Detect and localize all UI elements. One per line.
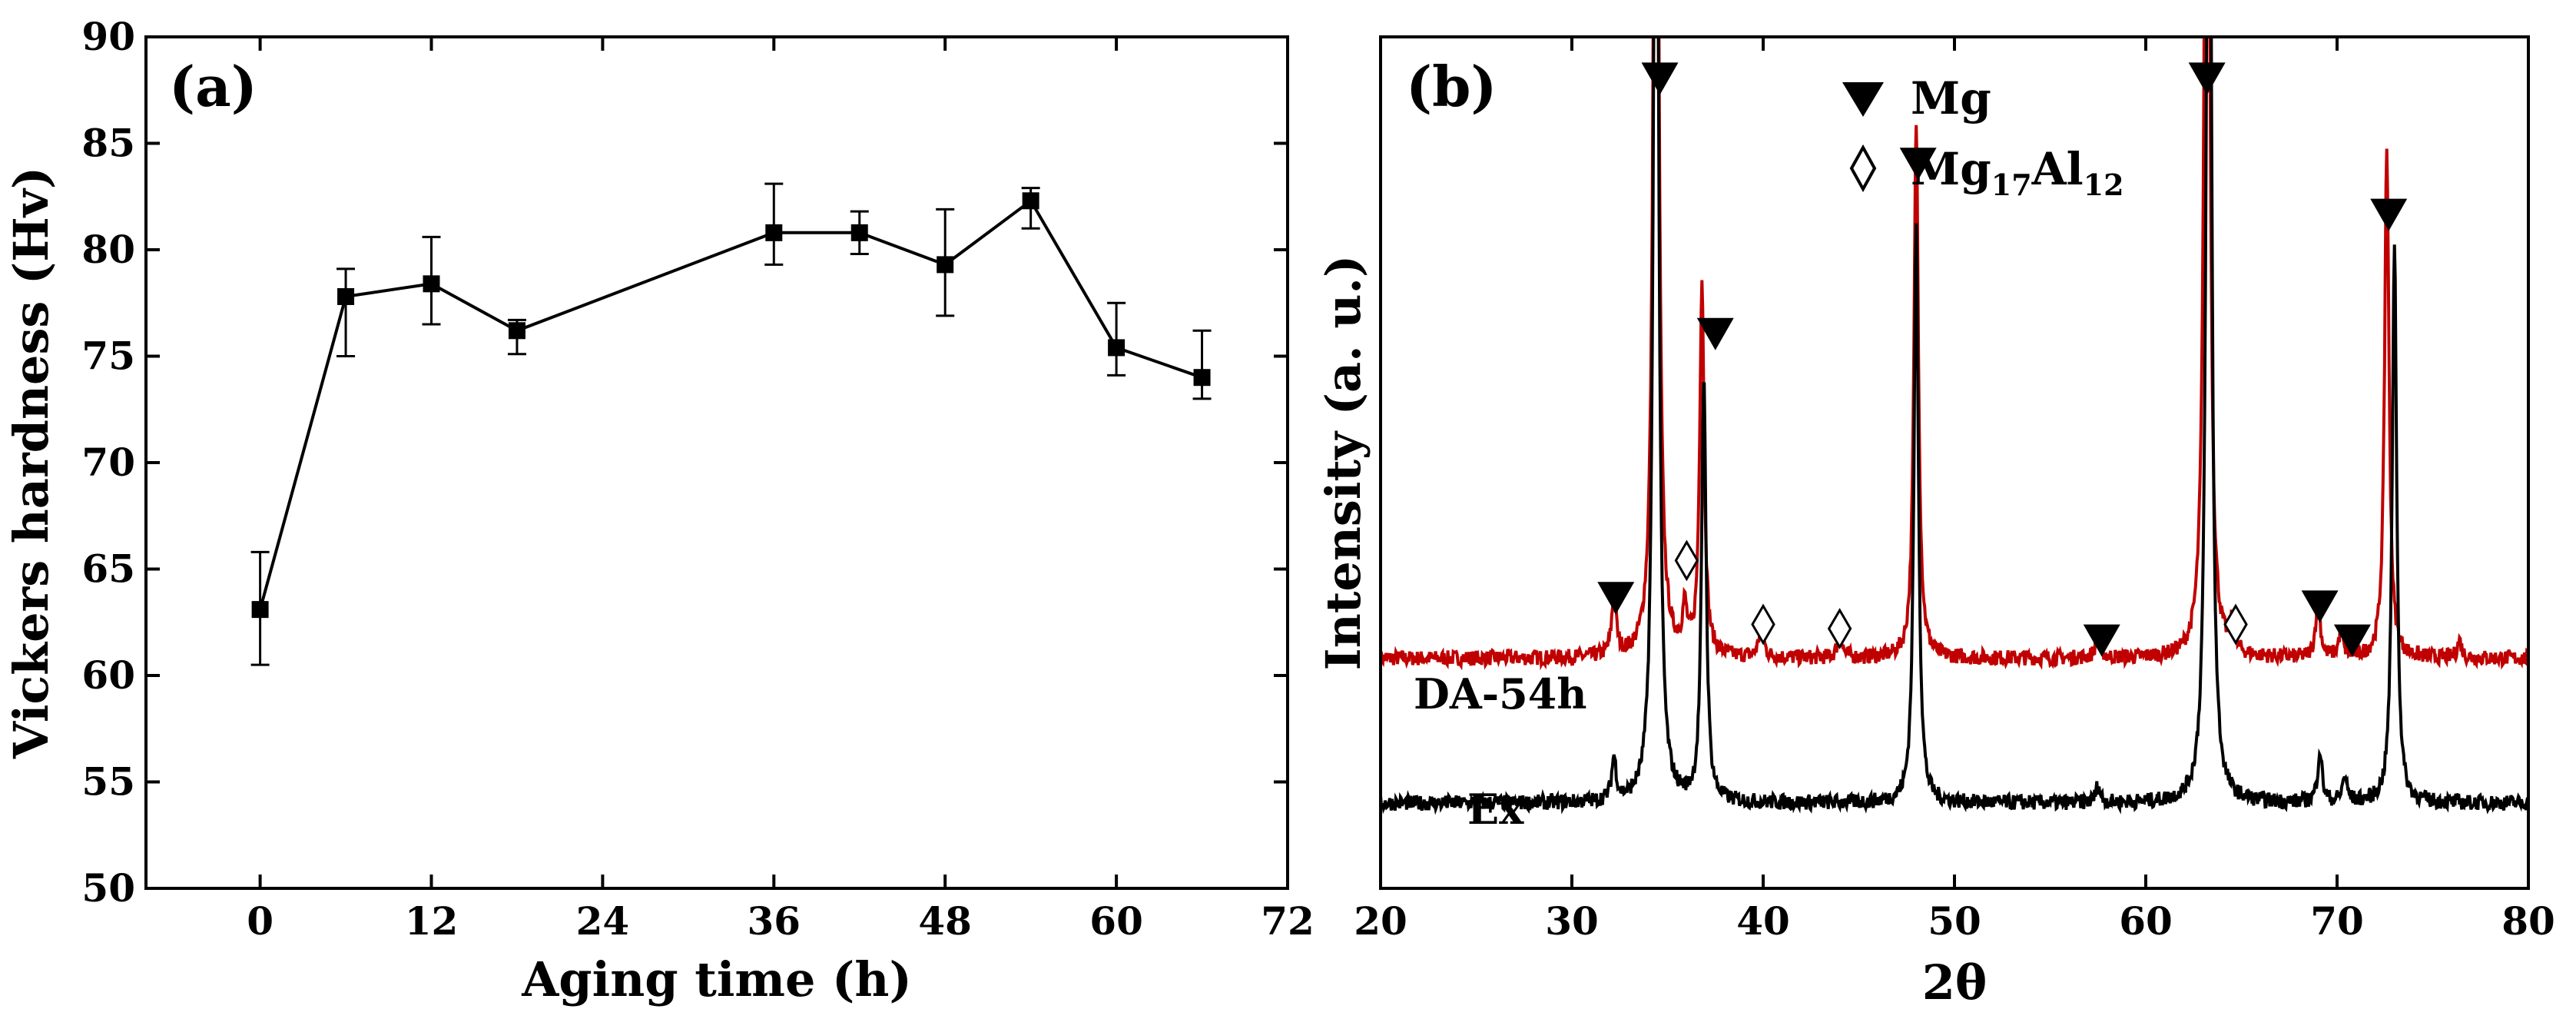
panel-a-y-axis-title: Vickers hardness (Hv): [3, 167, 59, 759]
y-tick-label: 65: [81, 546, 135, 592]
data-point: [1108, 339, 1126, 357]
x-tick-label: 36: [748, 898, 801, 944]
data-point: [765, 224, 783, 241]
x-tick-label: 40: [1736, 898, 1790, 944]
panel-b-x-ticks: 20 30 40 50 60 70 80: [1354, 37, 2555, 944]
y-tick-label: 55: [81, 759, 135, 805]
data-point: [251, 601, 269, 619]
legend-mg17al12-label-part1: Mg: [1911, 143, 1991, 195]
mg-peak-marker: [1597, 582, 1635, 615]
data-point: [508, 322, 525, 340]
panel-b-legend: Mg Mg17Al12: [1842, 72, 2124, 202]
x-tick-label: 72: [1261, 898, 1315, 944]
x-tick-label: 70: [2310, 898, 2364, 944]
x-tick-label: 20: [1354, 898, 1407, 944]
legend-entry-mg17al12: Mg17Al12: [1849, 143, 2124, 202]
legend-entry-mg: Mg: [1842, 72, 1991, 124]
x-tick-label: 24: [576, 898, 630, 944]
panel-a-label: (a): [169, 54, 257, 119]
x-tick-label: 60: [2119, 898, 2173, 944]
x-tick-label: 48: [918, 898, 972, 944]
mg-peak-marker: [1696, 317, 1734, 350]
x-tick-label: 0: [247, 898, 274, 944]
data-point: [337, 287, 355, 305]
curve-label-ex: Ex: [1467, 785, 1524, 834]
mg17al12-peak-marker: [1751, 603, 1775, 646]
y-tick-label: 75: [81, 334, 135, 379]
xrd-curve-ex: [1382, 38, 2527, 815]
mg-peak-marker: [2370, 198, 2408, 231]
mg17al12-peak-marker: [1827, 608, 1852, 650]
y-tick-label: 70: [81, 440, 135, 485]
legend-mg17al12-label-part2: Al: [2031, 143, 2084, 195]
mg-peak-marker: [1899, 148, 1937, 181]
curve-label-da54h: DA-54h: [1414, 669, 1587, 719]
y-tick-label: 85: [81, 121, 135, 166]
data-point: [423, 275, 440, 293]
panel-b-curves: [1382, 38, 2527, 815]
mg17al12-peak-marker: [2223, 603, 2248, 646]
y-tick-label: 90: [81, 14, 135, 59]
y-tick-label: 80: [81, 227, 135, 272]
panel-a-x-ticks: 0 12 24 36 48 60 72: [247, 37, 1315, 944]
panel-a-y-ticks: 50 55 60 65 70 75 80 85 90: [81, 14, 1288, 911]
panel-b-xrd-chart: 20 30 40 50 60 70 80 (b) 2θ Intensity (a. u.) …: [1315, 35, 2555, 1009]
y-tick-label: 60: [81, 652, 135, 698]
panel-a-hardness-chart: 50 55 60 65 70 75 80 85 90 0 12 24 36 48 60 72 (a) Agi…: [3, 14, 1315, 1007]
mg17al12-peak-marker: [1674, 539, 1699, 582]
data-point: [937, 256, 954, 274]
mg-peak-marker: [2083, 624, 2120, 657]
panel-a-x-axis-title: Aging time (h): [521, 951, 912, 1007]
panel-b-x-axis-title: 2θ: [1922, 954, 1988, 1009]
x-tick-label: 60: [1089, 898, 1143, 944]
data-point: [850, 224, 868, 241]
legend-mg17al12-diamond-icon: [1849, 144, 1877, 193]
data-point: [1193, 369, 1211, 387]
panel-a-series: [250, 182, 1212, 666]
panel-b-y-axis-title: Intensity (a. u.): [1315, 255, 1371, 671]
legend-mg17al12-sub1: 17: [1991, 168, 2032, 202]
panel-b-label: (b): [1406, 54, 1497, 119]
xrd-curve-da-54h: [1382, 38, 2527, 671]
legend-mg17al12-label: Mg17Al12: [1911, 143, 2124, 202]
y-tick-label: 50: [81, 865, 135, 911]
legend-mg17al12-sub2: 12: [2084, 168, 2124, 202]
mg-peak-marker: [1641, 62, 1679, 95]
x-tick-label: 30: [1545, 898, 1599, 944]
data-point: [1022, 192, 1039, 210]
panel-b-peak-markers: [1597, 62, 2408, 657]
mg-peak-marker: [2333, 624, 2371, 657]
x-tick-label: 80: [2501, 898, 2555, 944]
mg-peak-marker: [2301, 590, 2339, 623]
hardness-line: [258, 198, 1203, 610]
legend-mg-label: Mg: [1911, 72, 1991, 124]
mg-peak-marker: [2188, 62, 2226, 95]
panel-a-plot-frame: [144, 35, 1289, 890]
legend-mg-triangle-icon: [1842, 82, 1884, 117]
x-tick-label: 12: [405, 898, 459, 944]
x-tick-label: 50: [1928, 898, 1981, 944]
